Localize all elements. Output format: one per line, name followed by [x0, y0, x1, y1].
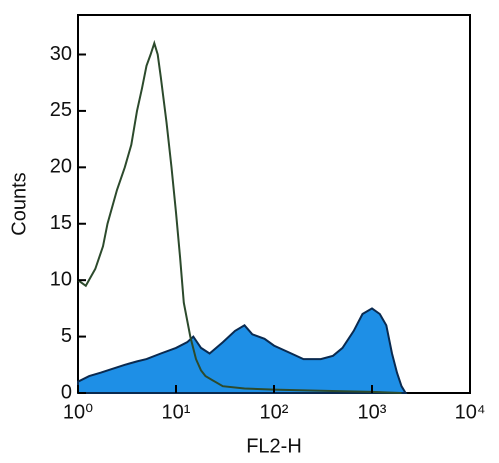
x-tick-label: 10⁴ — [455, 401, 486, 423]
x-tick-label: 10² — [260, 401, 289, 423]
y-tick-label: 0 — [61, 381, 72, 403]
x-axis-label: FL2-H — [246, 435, 302, 457]
y-tick-label: 20 — [50, 156, 72, 178]
x-tick-label: 10³ — [358, 401, 387, 423]
y-axis-label: Counts — [8, 172, 30, 235]
plot-frame — [77, 14, 471, 394]
y-tick-label: 10 — [50, 268, 72, 290]
y-tick-label: 25 — [50, 99, 72, 121]
x-tick-label: 10⁰ — [63, 401, 93, 423]
histogram-area — [77, 307, 408, 394]
histogram-line — [77, 39, 402, 394]
y-tick-label: 30 — [50, 43, 72, 65]
x-tick-label: 10¹ — [162, 401, 191, 423]
y-tick-label: 5 — [61, 325, 72, 347]
y-tick-label: 15 — [50, 212, 72, 234]
